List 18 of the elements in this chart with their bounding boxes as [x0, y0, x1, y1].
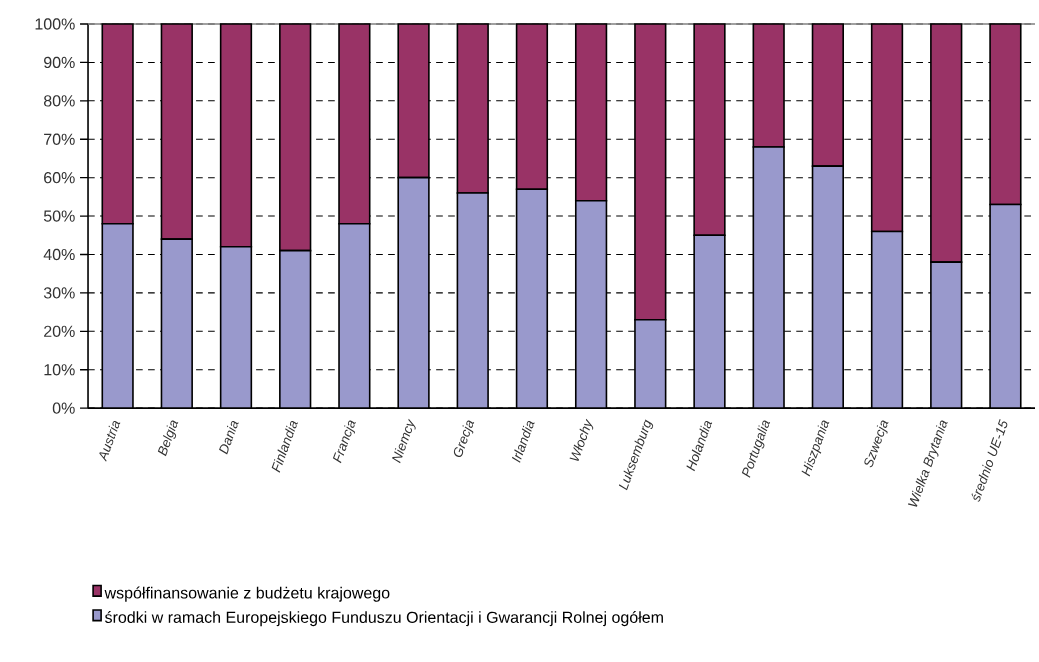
legend-label: środki w ramach Europejskiego Funduszu Orientacji i Gwarancji Rolnej ogółem	[105, 611, 663, 627]
y-tick-label: 30%	[43, 287, 75, 299]
y-tick-label: 40%	[43, 249, 75, 261]
x-tick-label: Dania	[219, 421, 239, 455]
y-tick-label: 50%	[43, 210, 75, 222]
x-tick-label: Grecja	[453, 420, 475, 458]
y-tick-label: 20%	[44, 325, 75, 338]
y-tick-label: 90%	[44, 56, 75, 69]
x-tick-label: Austria	[99, 421, 121, 463]
y-tick-label: 60%	[44, 172, 75, 184]
y-tick-label: 70%	[44, 133, 75, 146]
legend-label: współfinansowanie z budżetu krajowego	[104, 586, 390, 602]
x-tick-label: średnio UE-15	[971, 419, 1008, 503]
y-tick-label: 0%	[52, 402, 75, 415]
y-tick-label: 10%	[44, 364, 75, 376]
y-tick-label: 80%	[43, 95, 75, 107]
y-tick-label: 100%	[35, 18, 75, 30]
x-tick-label: Belgia	[157, 420, 179, 457]
